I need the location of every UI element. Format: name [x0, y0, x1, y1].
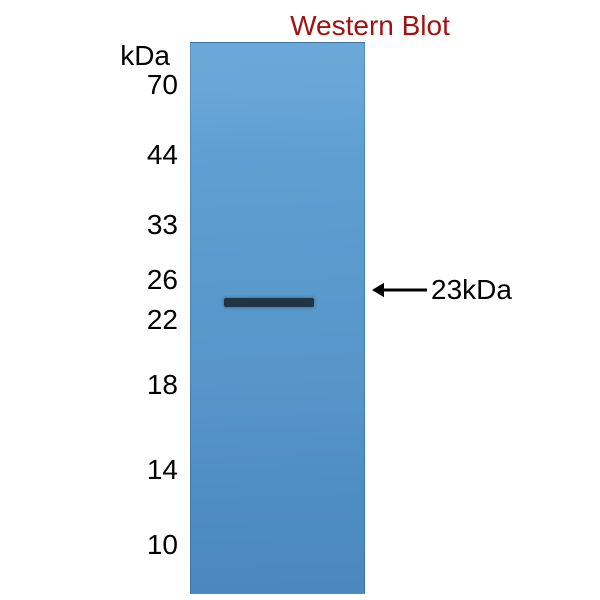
unit-label-kda: kDa: [100, 40, 170, 72]
band-annotation: 23kDa: [372, 275, 512, 305]
mw-marker-18: 18: [0, 369, 178, 401]
mw-marker-44: 44: [0, 139, 178, 171]
mw-marker-14: 14: [0, 454, 178, 486]
protein-band: [224, 298, 314, 307]
blot-lane: [190, 42, 365, 594]
mw-marker-70: 70: [0, 69, 178, 101]
mw-marker-33: 33: [0, 209, 178, 241]
figure-title: Western Blot: [260, 10, 480, 44]
mw-marker-22: 22: [0, 304, 178, 336]
arrow-left-icon: [372, 275, 427, 305]
mw-marker-26: 26: [0, 264, 178, 296]
band-size-label: 23kDa: [431, 274, 512, 306]
mw-marker-10: 10: [0, 529, 178, 561]
western-blot-figure: Western Blot kDa 70 44 33 26 22 18 14 10 23kDa: [0, 0, 600, 600]
